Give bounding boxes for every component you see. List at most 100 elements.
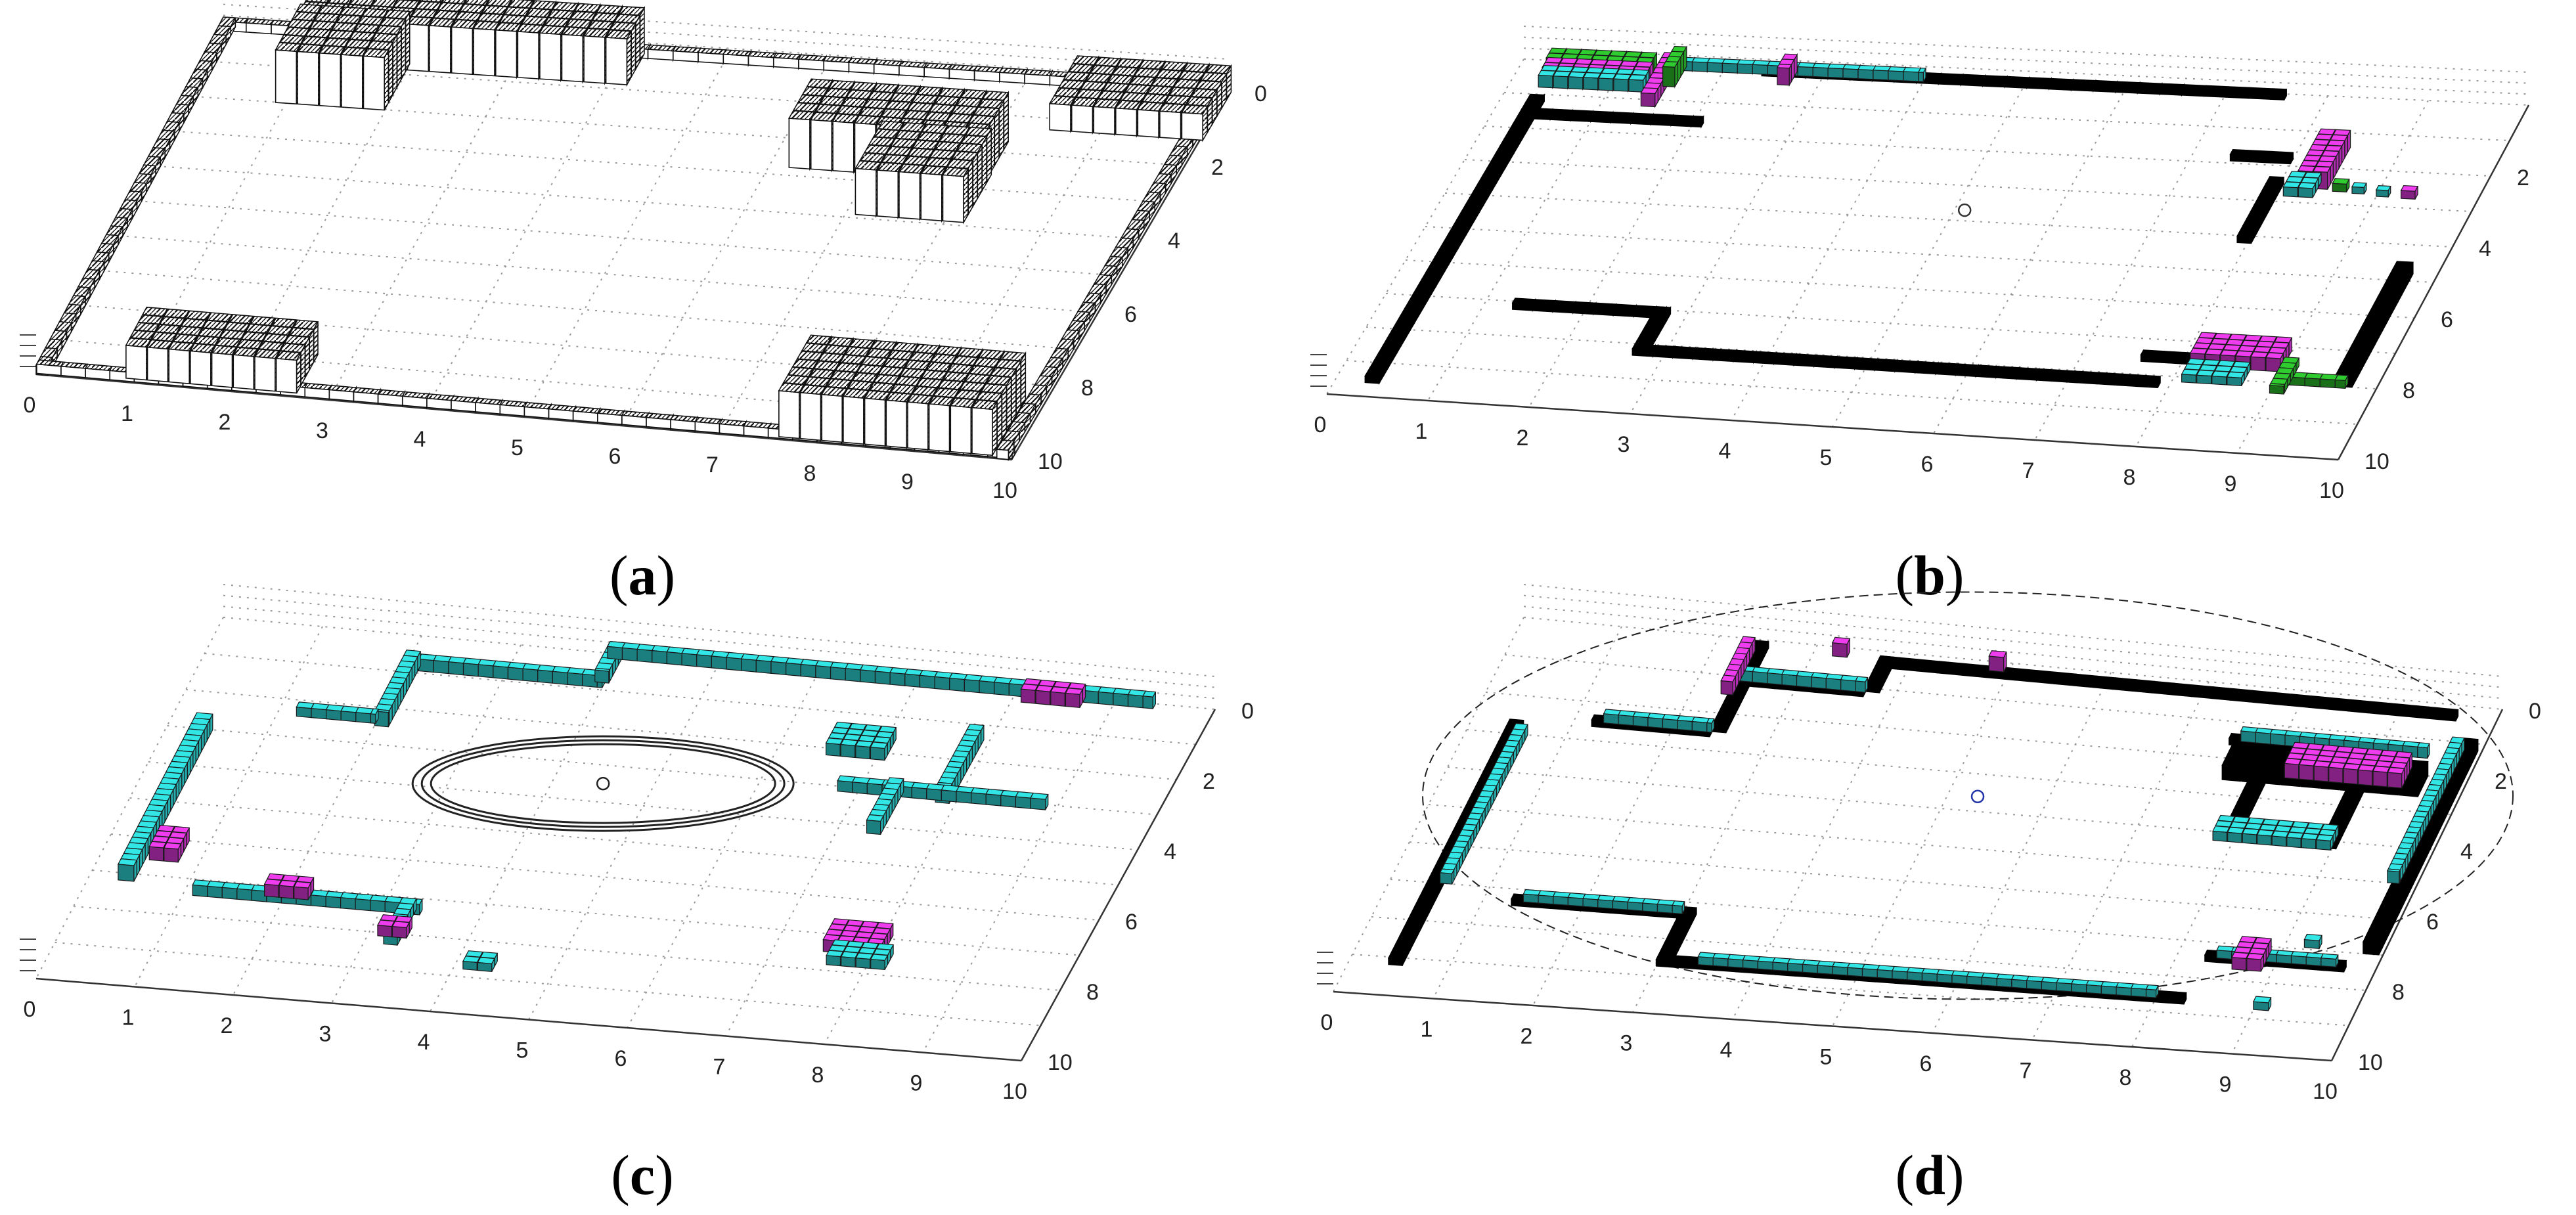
obstacle-box xyxy=(275,42,301,105)
x-tick-label: 2 xyxy=(1517,426,1529,451)
wall-voxel xyxy=(1655,954,1679,968)
wall-voxel xyxy=(2159,83,2185,97)
sensor-range-ellipse xyxy=(430,743,776,824)
grid-line-x xyxy=(1432,626,1622,999)
y-tick-label: 6 xyxy=(1124,302,1137,327)
robot-position-marker xyxy=(596,776,610,791)
x-tick-label: 7 xyxy=(2020,1059,2032,1084)
perimeter-box xyxy=(898,60,928,79)
grid-line-x xyxy=(627,672,819,1028)
wall-voxel xyxy=(1387,950,1407,966)
perimeter-box xyxy=(1023,69,1054,87)
obstacle-box xyxy=(451,19,478,76)
x-tick-label: 10 xyxy=(2319,478,2344,503)
y-tick-label: 4 xyxy=(2460,839,2473,864)
sensor-range-ellipse xyxy=(420,739,786,828)
wall-voxel xyxy=(2131,679,2156,694)
x-tick-label: 6 xyxy=(609,444,621,469)
wall-voxel xyxy=(2035,368,2060,382)
y-tick-label: 8 xyxy=(1081,376,1094,401)
obstacle-box xyxy=(472,20,500,77)
perimeter-box xyxy=(523,401,552,420)
panel-d-caption-letter: d xyxy=(1914,1143,1945,1206)
wall-voxel xyxy=(2366,701,2391,715)
perimeter-box xyxy=(848,57,877,76)
x-tick-label: 10 xyxy=(992,478,1017,503)
wall-voxel xyxy=(2229,688,2254,703)
obstacle-box xyxy=(340,47,368,110)
y-tick-label: 10 xyxy=(1048,1050,1073,1075)
cyan-voxel xyxy=(1861,963,1880,979)
y-tick-label: 10 xyxy=(1038,449,1063,474)
obstacle-box xyxy=(428,17,456,74)
x-tick-label: 1 xyxy=(1415,419,1428,444)
x-tick-label: 4 xyxy=(414,427,426,452)
cyan-voxel xyxy=(2240,726,2259,743)
obstacle-box xyxy=(363,48,389,111)
cyan-voxel xyxy=(2298,182,2317,198)
panel-b-floor-grid xyxy=(1310,26,2530,461)
cyan-voxel xyxy=(666,646,686,666)
wall-voxel xyxy=(2114,81,2141,95)
robot-position-marker xyxy=(1970,789,1985,803)
y-tick-label: 0 xyxy=(2529,699,2541,724)
obstacle-box xyxy=(495,22,522,79)
cyan-voxel xyxy=(2212,826,2231,842)
grid-line-x xyxy=(35,617,224,979)
wall-voxel xyxy=(2116,373,2141,387)
wall-voxel xyxy=(1865,677,1884,694)
cyan-voxel xyxy=(840,951,859,968)
grid-line-y xyxy=(1425,226,2434,283)
magenta-voxel xyxy=(2298,759,2317,781)
wall-voxel xyxy=(2151,680,2175,696)
obstacle-box xyxy=(125,337,152,381)
wall-voxel xyxy=(2247,87,2273,100)
perimeter-box xyxy=(572,406,601,425)
obstacle-box xyxy=(146,339,173,383)
cyan-voxel xyxy=(1612,73,1632,93)
wall-voxel xyxy=(2190,684,2214,699)
wall-voxel xyxy=(1532,299,1557,314)
back-wall-line xyxy=(1523,606,2503,699)
wall-voxel xyxy=(1833,356,1858,371)
obstacle-box xyxy=(275,350,302,394)
x-tick-label: 9 xyxy=(2219,1072,2232,1097)
grid-line-x xyxy=(1933,86,2127,434)
obstacle-box xyxy=(788,110,815,171)
wall-voxel xyxy=(2171,682,2194,697)
panel-b-axis-ticks: 0 1 2 3 4 5 6 7 8 9 10 2 4 6 8 10 xyxy=(1314,166,2529,503)
cyan-voxel xyxy=(826,950,844,967)
wall-voxel xyxy=(1752,351,1777,366)
grid-line-y xyxy=(1504,654,2486,745)
wall-voxel xyxy=(1955,363,1980,378)
x-tick-label: 3 xyxy=(319,1022,332,1047)
y-tick-label: 10 xyxy=(2358,1050,2383,1075)
wall-voxel xyxy=(1692,347,1717,362)
y-tick-label: 6 xyxy=(2441,307,2453,332)
grid-line-y xyxy=(1405,259,2415,319)
perimeter-box xyxy=(747,51,777,69)
cyan-voxel xyxy=(1981,972,2000,987)
cyan-voxel xyxy=(2271,830,2290,847)
panel-a-caption-letter: a xyxy=(629,544,657,607)
wall-voxel xyxy=(1936,661,1960,676)
wall-voxel xyxy=(1610,111,1634,125)
wall-voxel xyxy=(1592,302,1617,317)
wall-voxel xyxy=(2173,991,2187,1005)
wall-voxel xyxy=(1960,74,1986,88)
wall-voxel xyxy=(1711,720,1729,734)
wall-voxel xyxy=(2328,697,2351,712)
x-tick-label: 0 xyxy=(1314,412,1327,437)
green-voxel xyxy=(2334,374,2349,389)
perimeter-box xyxy=(672,46,702,64)
cyan-voxel xyxy=(2416,742,2430,759)
x-tick-label: 6 xyxy=(615,1046,627,1071)
obstacle-box xyxy=(810,112,837,173)
cyan-voxel xyxy=(1951,970,1970,984)
obstacle-box xyxy=(1181,104,1209,143)
y-tick-label: 4 xyxy=(1164,839,1176,864)
cyan-voxel xyxy=(1583,72,1602,92)
y-tick-label: 6 xyxy=(2426,910,2439,935)
x-tick-label: 9 xyxy=(901,470,914,495)
